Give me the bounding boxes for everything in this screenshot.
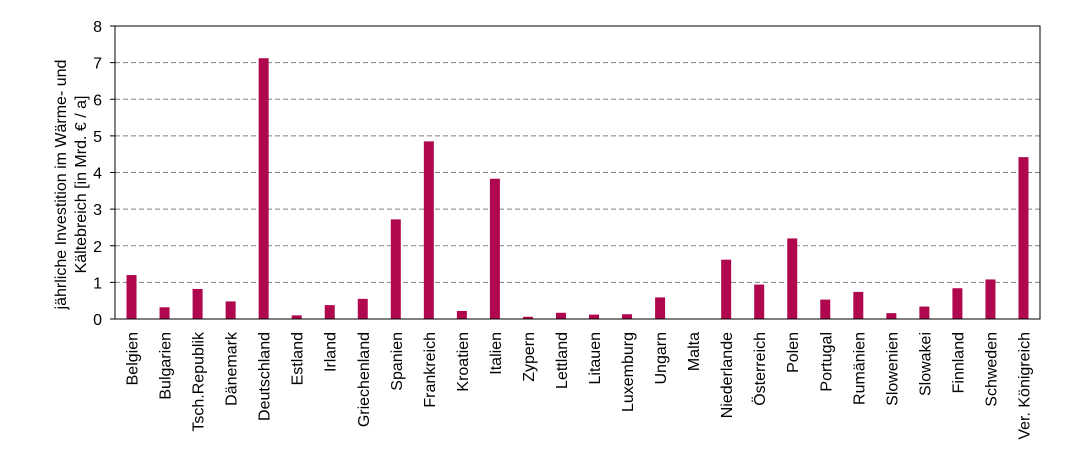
bar (390, 219, 401, 319)
x-tick-label: Ungarn (653, 332, 670, 384)
y-tick-label: 7 (93, 56, 102, 73)
y-axis: 0 1 2 3 4 5 6 7 8 (93, 19, 115, 329)
y-tick-label: 3 (93, 202, 102, 219)
y-tick-label: 5 (93, 129, 102, 146)
x-tick-label: Kroatien (455, 332, 472, 392)
x-tick-label: Litauen (587, 332, 604, 385)
gridlines (115, 62, 1040, 283)
x-tick-label: Finnland (950, 332, 967, 393)
bar (159, 307, 170, 319)
x-tick-label: Italien (488, 332, 505, 375)
bar (721, 259, 732, 319)
bar (357, 298, 368, 319)
bar (126, 275, 137, 319)
y-tick-label: 0 (93, 312, 102, 329)
x-tick-label: Polen (785, 332, 802, 373)
x-tick-label: Malta (686, 332, 703, 371)
x-tick-label: Tsch.Republik (191, 331, 208, 432)
x-tick-label: Slowakei (917, 332, 934, 396)
bar (1018, 157, 1029, 319)
bar (820, 299, 831, 319)
x-tick-label: Zypern (521, 332, 538, 382)
x-tick-label: Portugal (818, 332, 835, 392)
bar (291, 315, 302, 319)
x-tick-label: Bulgarien (158, 332, 175, 400)
x-tick-label: Estland (290, 332, 307, 385)
y-tick-label: 4 (93, 166, 102, 183)
bar (754, 284, 765, 319)
bar (192, 288, 203, 319)
x-tick-label: Lettland (554, 332, 571, 389)
bar (522, 316, 533, 319)
x-tick-label: Österreich (751, 332, 769, 406)
x-tick-label: Irland (323, 332, 340, 372)
x-tick-label: Slowenien (884, 332, 901, 406)
bar (489, 178, 500, 319)
bar (324, 305, 335, 319)
y-tick-label: 6 (93, 92, 102, 109)
x-tick-label: Ver. Königreich (1016, 332, 1033, 440)
x-tick-label: Niederlande (719, 332, 736, 418)
bars (126, 58, 1029, 319)
y-axis-label-line: Kältebreich [in Mrd. € / a] (73, 96, 90, 274)
bar (225, 301, 236, 319)
y-axis-label: jährliche Investition im Wärme- und Kälte… (53, 60, 90, 311)
y-tick-label: 8 (93, 19, 102, 36)
bar (787, 238, 798, 319)
x-tick-label: Dänemark (224, 331, 241, 406)
bar (258, 58, 269, 319)
y-tick-label: 1 (93, 275, 102, 292)
x-tick-label: Rumänien (851, 332, 868, 405)
bar (622, 314, 633, 319)
x-tick-label: Schweden (983, 332, 1000, 407)
x-tick-label: Griechenland (356, 332, 373, 427)
bar (655, 297, 666, 319)
x-tick-label: Luxemburg (620, 332, 637, 412)
y-axis-label-line: jährliche Investition im Wärme- und (53, 60, 70, 311)
bar (456, 310, 467, 319)
x-axis: Belgien Bulgarien Tsch.Republik Dänemark Deu… (125, 331, 1034, 440)
x-tick-label: Spanien (389, 332, 406, 391)
bar (886, 313, 897, 319)
bar (589, 314, 600, 319)
bar (919, 306, 930, 319)
x-tick-label: Belgien (125, 332, 142, 385)
bar (555, 312, 566, 319)
bar (952, 288, 963, 319)
x-tick-label: Deutschland (257, 332, 274, 421)
bar (985, 279, 996, 319)
y-tick-label: 2 (93, 239, 102, 256)
x-tick-label: Frankreich (422, 332, 439, 408)
bar (853, 291, 864, 319)
bar (423, 141, 434, 319)
